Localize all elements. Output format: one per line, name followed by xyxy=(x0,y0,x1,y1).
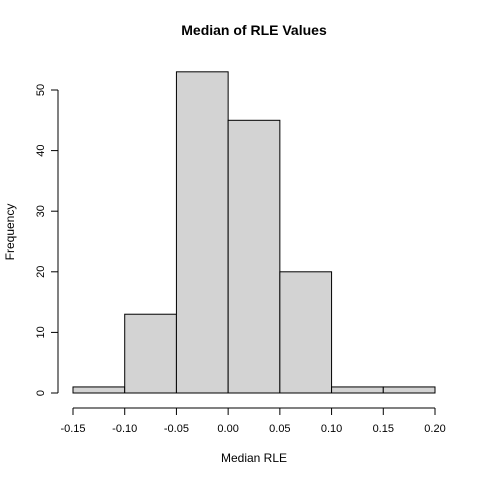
histogram-bar-6 xyxy=(382,386,436,394)
x-tick-label-3: 0.00 xyxy=(217,423,238,435)
bars-group xyxy=(72,71,436,394)
y-tick-label-2: 20 xyxy=(35,266,47,278)
y-tick-label-3: 30 xyxy=(35,205,47,217)
x-tick-label-0: -0.15 xyxy=(60,423,85,435)
histogram-bar-1 xyxy=(124,313,177,394)
histogram-bar-0 xyxy=(72,386,126,394)
histogram-bar-5 xyxy=(331,386,384,394)
x-tick-label-5: 0.10 xyxy=(321,423,342,435)
y-axis-label: Frequency xyxy=(3,204,17,261)
histogram-bar-3 xyxy=(227,119,281,394)
histogram-bar-4 xyxy=(279,271,333,394)
x-tick-label-4: 0.05 xyxy=(269,423,290,435)
x-tick-label-7: 0.20 xyxy=(424,423,445,435)
y-tick-label-1: 10 xyxy=(35,326,47,338)
y-tick-label-0: 0 xyxy=(35,390,47,396)
x-axis-label: Median RLE xyxy=(221,451,287,465)
x-tick-label-2: -0.05 xyxy=(164,423,189,435)
chart-title: Median of RLE Values xyxy=(181,22,327,38)
y-axis: 0 10 20 30 40 50 xyxy=(35,84,59,396)
x-axis: -0.15 -0.10 -0.05 0.00 0.05 0.10 0.15 0.20 xyxy=(60,407,446,435)
x-tick-label-1: -0.10 xyxy=(112,423,137,435)
y-tick-label-5: 50 xyxy=(35,84,47,96)
y-tick-label-4: 40 xyxy=(35,144,47,156)
histogram-bar-2 xyxy=(175,71,229,394)
x-tick-label-6: 0.15 xyxy=(373,423,394,435)
